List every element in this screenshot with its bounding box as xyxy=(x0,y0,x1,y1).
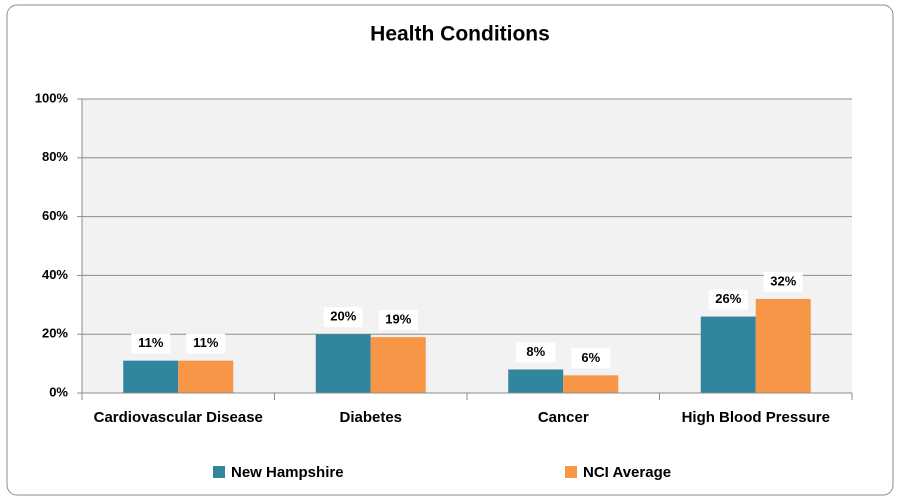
legend-label: New Hampshire xyxy=(231,464,344,481)
x-tick-label: High Blood Pressure xyxy=(681,409,830,426)
data-label: 20% xyxy=(330,309,356,324)
data-label: 8% xyxy=(526,344,545,359)
y-tick-label: 0% xyxy=(49,384,68,399)
data-label-bg xyxy=(571,348,611,369)
y-tick-label: 20% xyxy=(42,326,68,341)
y-tick-label: 40% xyxy=(42,267,68,282)
data-label: 11% xyxy=(193,335,219,350)
data-label-bg xyxy=(378,310,418,331)
bar xyxy=(123,360,179,393)
legend-swatch xyxy=(213,466,225,478)
y-tick-label: 80% xyxy=(42,149,68,164)
bar xyxy=(755,298,811,393)
y-tick-label: 60% xyxy=(42,208,68,223)
bar xyxy=(563,375,619,393)
bar xyxy=(315,334,371,393)
legend-label: NCI Average xyxy=(583,464,671,481)
data-label: 6% xyxy=(581,350,600,365)
bar xyxy=(508,369,564,393)
data-label-bg xyxy=(516,342,556,363)
data-label: 26% xyxy=(715,291,741,306)
data-label-bg xyxy=(323,307,363,328)
x-tick-label: Cancer xyxy=(537,409,589,426)
bar xyxy=(178,360,234,393)
x-tick-label: Cardiovascular Disease xyxy=(93,409,263,426)
data-label-bg xyxy=(186,333,226,354)
x-tick-label: Diabetes xyxy=(339,409,403,426)
bar xyxy=(700,316,756,393)
chart-title: Health Conditions xyxy=(370,23,550,46)
data-label: 11% xyxy=(138,335,164,350)
data-label-bg xyxy=(131,333,171,354)
data-label: 19% xyxy=(385,312,411,327)
data-label: 32% xyxy=(770,273,796,288)
y-tick-label: 100% xyxy=(35,90,69,105)
bar xyxy=(370,337,426,393)
legend-swatch xyxy=(565,466,577,478)
data-label-bg xyxy=(708,289,748,310)
data-label-bg xyxy=(763,271,803,292)
